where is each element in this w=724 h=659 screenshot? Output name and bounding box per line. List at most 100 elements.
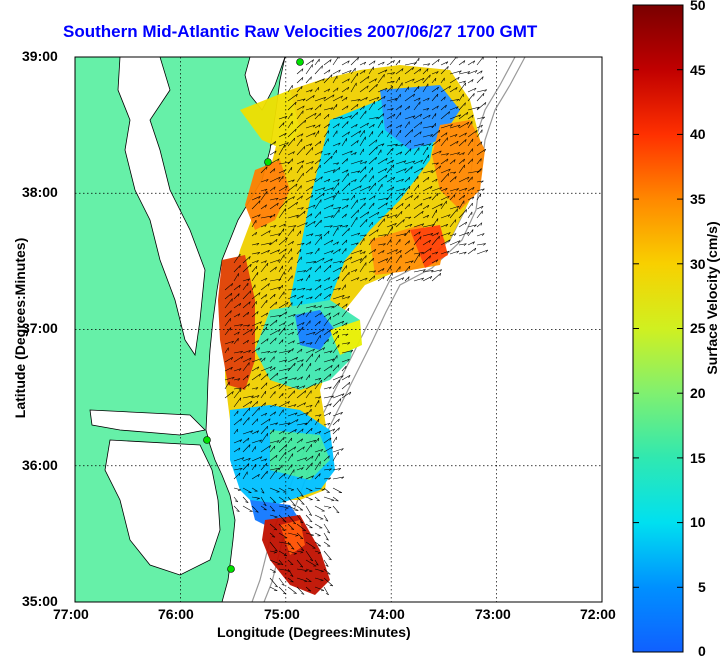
velocity-arrowhead <box>339 398 342 402</box>
velocity-arrow <box>296 110 304 120</box>
velocity-arrow <box>251 243 260 246</box>
velocity-arrow <box>359 174 367 183</box>
velocity-arrowhead <box>327 88 331 92</box>
velocity-arrowhead <box>456 205 460 209</box>
velocity-arrow <box>260 179 269 183</box>
velocity-arrowhead <box>412 247 414 251</box>
velocity-arrowhead <box>322 257 325 261</box>
velocity-arrow <box>251 292 261 300</box>
velocity-arrow <box>287 275 293 282</box>
velocity-arrowhead <box>465 139 467 143</box>
velocity-arrow <box>422 74 431 84</box>
velocity-arrow <box>260 326 267 336</box>
velocity-arrow <box>233 264 241 273</box>
velocity-arrow <box>431 269 442 273</box>
velocity-arrow <box>323 195 335 201</box>
velocity-arrow <box>476 92 485 102</box>
velocity-arrow <box>341 391 352 399</box>
velocity-arrow <box>431 192 439 201</box>
velocity-arrow <box>305 124 316 129</box>
velocity-arrow <box>341 173 349 183</box>
velocity-arrowhead <box>291 158 293 162</box>
velocity-arrow <box>359 69 366 75</box>
velocity-arrowhead <box>274 150 277 154</box>
velocity-arrowhead <box>313 439 317 443</box>
velocity-arrow <box>449 140 459 147</box>
velocity-arrowhead <box>476 106 480 110</box>
velocity-arrowhead <box>445 224 449 227</box>
velocity-arrowhead <box>474 87 477 91</box>
velocity-arrow <box>323 107 334 111</box>
velocity-arrowhead <box>419 131 422 135</box>
velocity-arrow <box>431 165 441 174</box>
velocity-arrow <box>377 168 387 174</box>
velocity-arrowhead <box>382 250 385 254</box>
velocity-arrowhead <box>292 241 294 244</box>
velocity-arrow <box>350 99 361 102</box>
velocity-arrow <box>332 393 345 399</box>
velocity-arrow <box>296 77 304 84</box>
velocity-arrowhead <box>278 383 281 387</box>
velocity-arrow <box>404 148 412 156</box>
velocity-arrowhead <box>354 269 358 272</box>
velocity-arrowhead <box>438 129 441 134</box>
velocity-arrowhead <box>237 378 241 381</box>
velocity-arrowhead <box>357 170 361 174</box>
velocity-arrow <box>458 164 465 174</box>
velocity-arrowhead <box>292 151 295 155</box>
velocity-arrow <box>296 422 308 426</box>
velocity-arrow <box>314 418 320 426</box>
velocity-arrow <box>269 550 277 553</box>
velocity-arrow <box>476 205 484 210</box>
velocity-arrow <box>395 239 401 246</box>
velocity-arrow <box>305 261 316 264</box>
x-tick-label: 77:00 <box>53 606 89 622</box>
velocity-arrow <box>323 412 331 417</box>
velocity-arrow <box>314 199 322 210</box>
velocity-arrow <box>395 233 407 237</box>
velocity-arrow <box>287 121 293 129</box>
velocity-arrow <box>278 393 284 399</box>
velocity-arrow <box>287 294 297 300</box>
velocity-arrowhead <box>257 252 260 255</box>
velocity-arrow <box>287 183 298 192</box>
velocity-arrowhead <box>309 342 313 345</box>
velocity-arrowhead <box>319 265 322 269</box>
velocity-arrow <box>296 278 304 282</box>
velocity-arrow <box>449 219 457 228</box>
velocity-arrow <box>287 404 297 408</box>
velocity-arrowhead <box>274 350 277 354</box>
velocity-arrow <box>233 302 241 309</box>
velocity-arrowhead <box>266 312 269 316</box>
velocity-arrow <box>368 156 377 165</box>
velocity-arrow <box>404 139 412 147</box>
velocity-arrow <box>422 233 433 237</box>
velocity-arrow <box>305 274 311 282</box>
velocity-arrow <box>242 263 252 273</box>
velocity-arrow <box>467 176 473 183</box>
velocity-arrow <box>305 194 314 201</box>
velocity-arrowhead <box>382 113 385 117</box>
velocity-arrowhead <box>272 536 276 538</box>
velocity-arrow <box>332 190 340 201</box>
velocity-arrow <box>332 149 337 156</box>
velocity-arrow <box>323 505 332 508</box>
velocity-arrowhead <box>267 263 269 267</box>
velocity-arrow <box>287 179 295 183</box>
velocity-arrowhead <box>403 219 405 223</box>
velocity-arrowhead <box>445 188 448 191</box>
velocity-arrow <box>305 462 313 471</box>
velocity-arrow <box>314 176 323 183</box>
velocity-arrow <box>260 188 268 192</box>
velocity-arrow <box>260 191 268 201</box>
velocity-arrow <box>404 195 413 201</box>
velocity-arrow <box>323 455 330 462</box>
velocity-arrowhead <box>239 439 243 443</box>
velocity-arrow <box>242 457 251 462</box>
velocity-arrow <box>251 487 258 492</box>
velocity-arrow <box>251 407 260 417</box>
velocity-arrow <box>359 262 367 273</box>
velocity-arrow <box>260 373 269 381</box>
velocity-arrowhead <box>266 426 268 430</box>
velocity-arrowhead <box>319 159 321 163</box>
